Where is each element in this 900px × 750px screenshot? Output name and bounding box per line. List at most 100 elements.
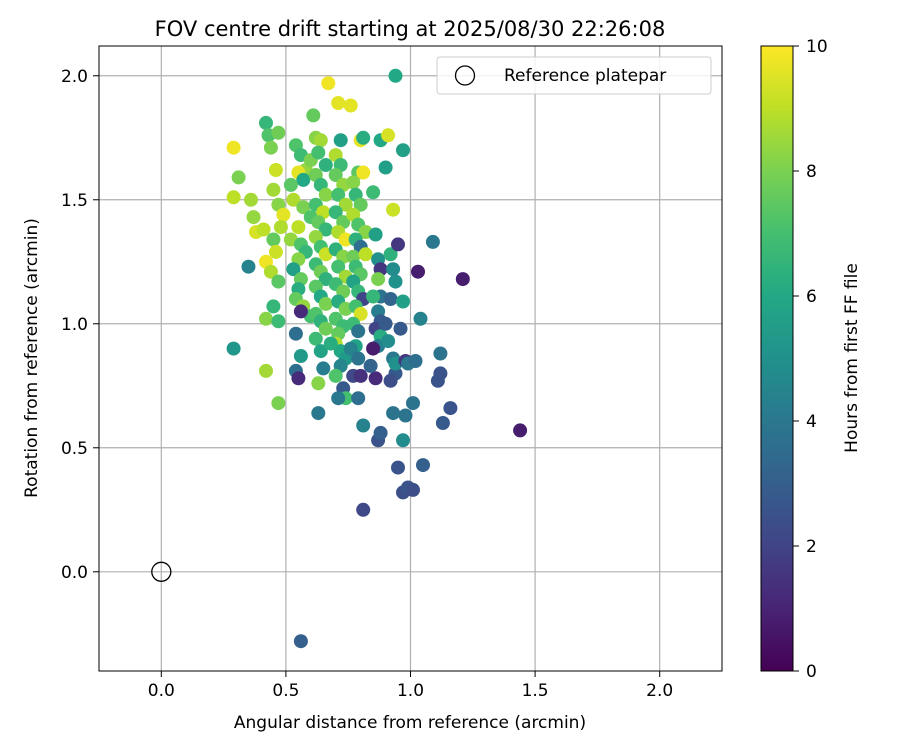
data-point [263,140,278,155]
legend-label: Reference platepar [504,66,666,86]
data-point [368,371,383,386]
data-point [443,401,458,416]
legend-marker-icon [454,65,476,86]
data-point [331,259,346,274]
data-point [331,187,346,202]
data-point [398,408,413,423]
data-point [391,460,405,475]
data-point [368,227,383,242]
colorbar-label: Hours from first FF file [842,263,862,453]
data-point [373,425,388,440]
data-point [383,373,398,388]
data-point [259,311,273,326]
data-point [433,366,448,381]
data-point [416,458,430,473]
legend: Reference platepar [436,56,712,95]
data-point [351,324,366,339]
colorbar-tick-label: 6 [806,287,817,307]
data-point [328,368,343,383]
data-point [366,289,381,304]
data-point [356,165,371,180]
data-point [396,433,410,448]
data-point [318,187,333,202]
data-point [271,125,286,140]
data-point [333,133,348,148]
data-point [244,192,258,207]
data-point [266,232,281,247]
data-point [406,482,420,497]
data-point [291,371,306,386]
y-tick-label: 0.0 [61,563,88,583]
x-axis-label: Angular distance from reference (arcmin) [234,713,586,733]
data-point [293,634,308,649]
colorbar-tick-label: 2 [806,537,817,557]
y-tick-label: 0.5 [61,439,88,459]
data-point [455,272,470,287]
data-point [396,294,410,309]
x-axis-ticks: 0.0 0.5 1.0 1.5 2.0 [148,671,673,701]
chart-title: FOV centre drift starting at 2025/08/30 … [155,17,666,41]
data-point [393,321,408,336]
data-point [343,98,358,113]
y-tick-label: 2.0 [61,67,88,87]
data-point [271,396,286,411]
data-point [386,202,401,217]
data-point [231,170,246,185]
y-tick-label: 1.0 [61,315,88,335]
data-point [386,406,401,421]
colorbar-ticks: 0 2 4 6 8 10 [793,37,828,682]
data-point [396,143,410,158]
data-point [283,177,298,192]
x-tick-label: 2.0 [646,681,673,701]
data-point [378,316,393,331]
data-point [353,368,368,383]
data-point [273,220,288,235]
data-point [226,140,241,155]
data-point [338,197,353,212]
data-point [268,163,283,177]
data-point [306,108,321,123]
data-point [296,172,311,187]
data-point [343,341,358,356]
data-point [268,244,283,259]
data-point [316,361,331,376]
data-point [259,115,273,130]
data-point [323,336,338,351]
y-axis-label: Rotation from reference (arcmin) [22,218,42,498]
data-point [353,306,368,321]
data-point [246,210,261,225]
x-tick-label: 0.5 [272,681,299,701]
colorbar: 0 2 4 6 8 10 Hours from first FF file [760,37,862,682]
colorbar-tick-label: 10 [806,37,828,57]
data-point [311,376,326,391]
y-axis-ticks: 0.0 0.5 1.0 1.5 2.0 [61,67,99,583]
data-point [318,321,333,336]
data-point [388,274,403,289]
data-point [241,259,256,274]
data-point [266,182,281,197]
colorbar-tick-label: 4 [806,412,817,432]
data-point [259,363,273,378]
data-point [425,234,440,249]
data-point [356,130,371,145]
data-point [408,354,423,368]
data-point [353,197,368,212]
data-point [266,299,281,314]
data-point [321,76,336,91]
data-point [366,341,381,356]
data-points [226,68,528,649]
data-point [296,200,311,215]
data-point [435,416,450,430]
data-point [263,264,278,279]
data-point [381,334,396,349]
data-point [366,185,381,200]
x-tick-label: 1.0 [397,681,424,701]
data-point [346,175,361,190]
data-point [381,128,396,143]
reference-point [151,561,172,582]
data-point [313,344,328,359]
data-point [288,326,303,341]
data-point [311,406,326,421]
data-point [308,331,323,346]
colorbar-gradient [760,45,794,672]
